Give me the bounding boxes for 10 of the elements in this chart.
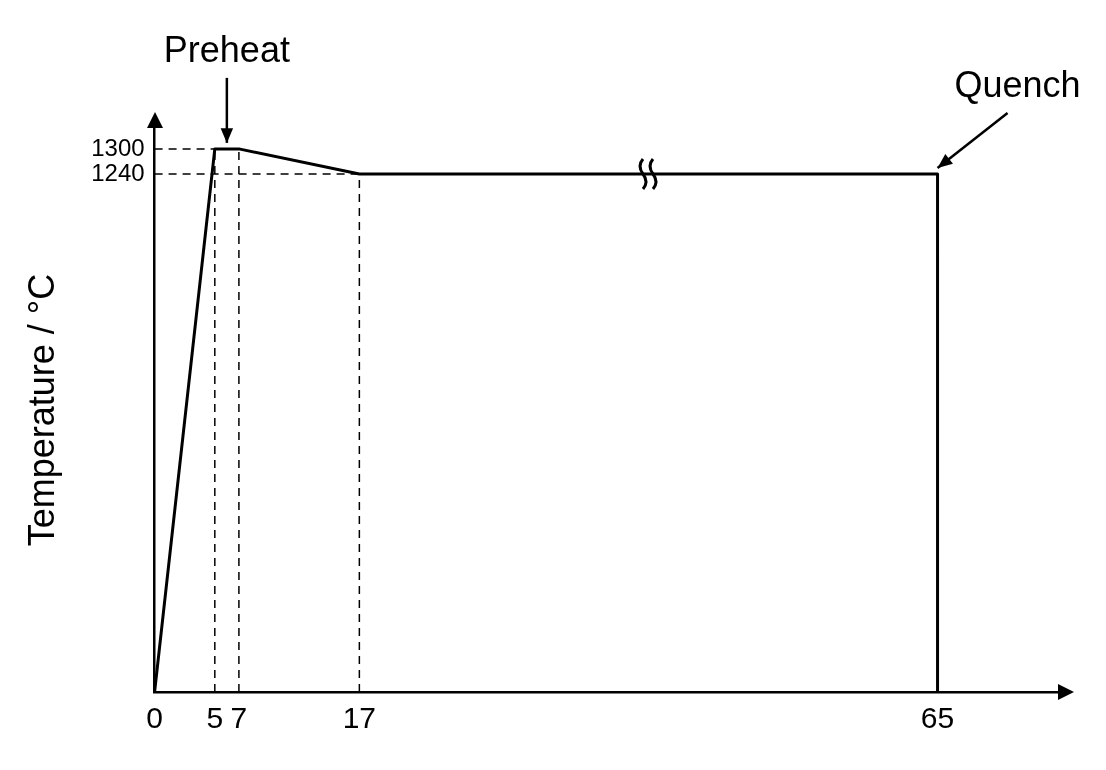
y-tick-label: 1300 [91,133,145,161]
y-tick-label: 1240 [91,158,145,186]
x-tick-label: 17 [342,701,377,735]
x-tick-label: 7 [230,701,248,735]
annotation: Preheat [163,28,290,70]
y-axis-title: Temperature / °C [20,273,62,547]
annotation: Quench [954,63,1081,105]
x-tick-label: 5 [206,701,224,735]
x-tick-label: 65 [920,701,955,735]
x-tick-label: 0 [146,701,163,735]
